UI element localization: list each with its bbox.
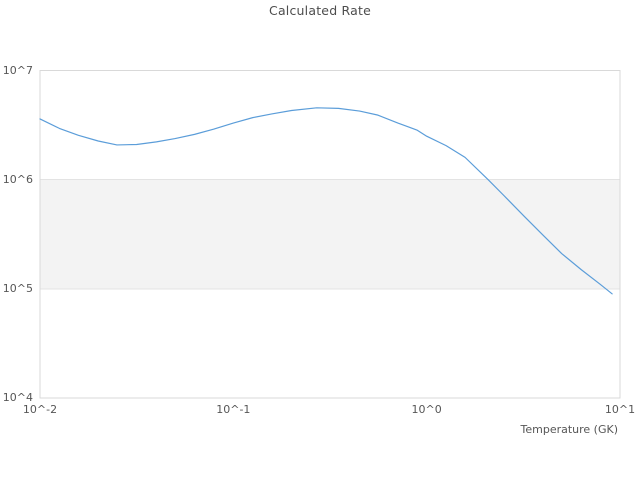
shaded-band <box>40 179 620 289</box>
y-tick-label: 10^7 <box>2 63 33 77</box>
rate-curve <box>39 107 613 295</box>
x-tick-label: 10^-1 <box>216 403 251 416</box>
y-tick-label: 10^5 <box>2 281 33 295</box>
y-tick-label: 10^4 <box>2 391 33 404</box>
chart-title: Calculated Rate <box>269 3 371 18</box>
x-axis-title: Temperature (GK) <box>520 423 619 436</box>
x-tick-label: 10^-2 <box>22 403 58 416</box>
grid-lines <box>40 179 620 290</box>
y-tick-label: 10^6 <box>2 172 33 186</box>
x-tick-label: 10^1 <box>604 403 636 416</box>
x-tick-label: 10^0 <box>411 403 442 416</box>
plot-border <box>39 70 621 399</box>
